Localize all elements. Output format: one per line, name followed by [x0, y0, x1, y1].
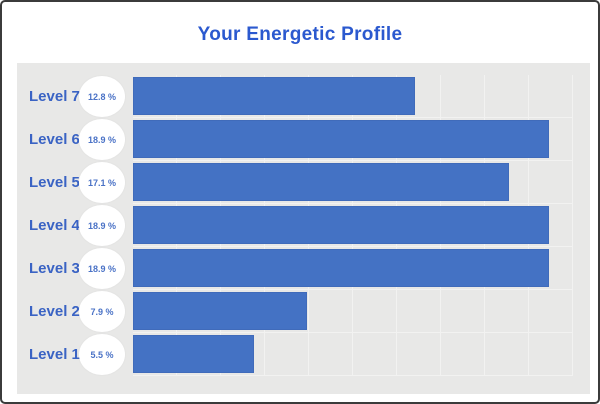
bar [133, 335, 254, 373]
value-label: 18.9 % [87, 263, 117, 274]
value-label: 12.8 % [87, 91, 117, 102]
category-label: Level 2 [29, 303, 80, 320]
category-label: Level 5 [29, 174, 80, 191]
chart-row: Level 3 18.9 % [17, 247, 590, 290]
bar [133, 120, 549, 158]
chart-row: Level 6 18.9 % [17, 118, 590, 161]
category-label: Level 6 [29, 131, 80, 148]
chart-row: Level 2 7.9 % [17, 290, 590, 333]
bar [133, 77, 415, 115]
chart-title: Your Energetic Profile [197, 24, 403, 45]
value-badge: 12.8 % [79, 76, 125, 117]
bar [133, 249, 549, 287]
value-badge: 18.9 % [79, 205, 125, 246]
value-badge: 18.9 % [79, 248, 125, 289]
chart-rows: Level 7 12.8 % Level 6 18.9 % Level 5 17.1 % L… [17, 75, 590, 376]
value-label: 5.5 % [90, 349, 114, 360]
chart-row: Level 4 18.9 % [17, 204, 590, 247]
value-badge: 18.9 % [79, 119, 125, 160]
chart-row: Level 5 17.1 % [17, 161, 590, 204]
category-label: Level 1 [29, 346, 80, 363]
chart-row: Level 1 5.5 % [17, 333, 590, 376]
value-label: 18.9 % [87, 134, 117, 145]
value-label: 18.9 % [87, 220, 117, 231]
bar [133, 292, 307, 330]
value-badge: 7.9 % [79, 291, 125, 332]
category-label: Level 7 [29, 88, 80, 105]
category-label: Level 4 [29, 217, 80, 234]
bar [133, 206, 549, 244]
category-label: Level 3 [29, 260, 80, 277]
value-badge: 5.5 % [79, 334, 125, 375]
chart-panel: Level 7 12.8 % Level 6 18.9 % Level 5 17.1 % L… [17, 63, 590, 394]
chart-row: Level 7 12.8 % [17, 75, 590, 118]
bar [133, 163, 510, 201]
value-badge: 17.1 % [79, 162, 125, 203]
value-label: 7.9 % [90, 306, 114, 317]
value-label: 17.1 % [87, 177, 117, 188]
